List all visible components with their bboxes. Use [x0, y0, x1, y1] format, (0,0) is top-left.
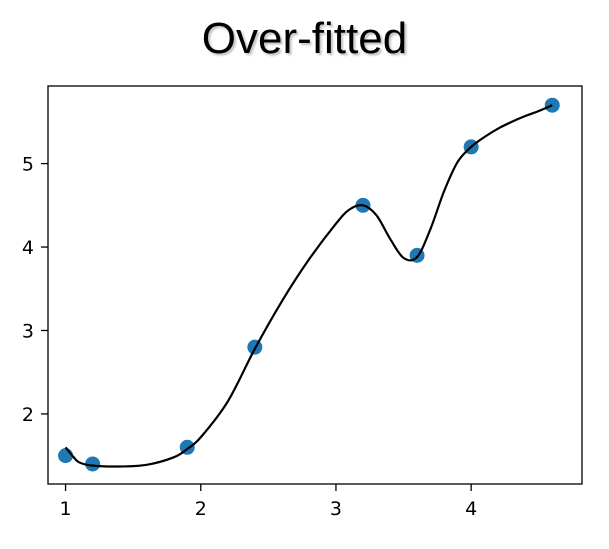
scatter-point [85, 456, 101, 472]
x-tick-label: 1 [60, 498, 72, 520]
x-tick-label: 4 [465, 498, 477, 520]
scatter-point [58, 448, 74, 464]
x-tick-label: 3 [330, 498, 342, 520]
axes-frame [47, 85, 583, 485]
fitted-curve [64, 104, 553, 468]
chart-title: Over-fitted [201, 14, 408, 63]
y-tick-label: 3 [22, 320, 34, 342]
y-tick-label: 2 [22, 404, 34, 426]
x-tick-label: 2 [195, 498, 207, 520]
y-tick-label: 5 [22, 154, 34, 176]
plot-area: 1 2 3 4 2 3 4 5 [22, 85, 583, 520]
y-tick-label: 4 [22, 237, 34, 259]
